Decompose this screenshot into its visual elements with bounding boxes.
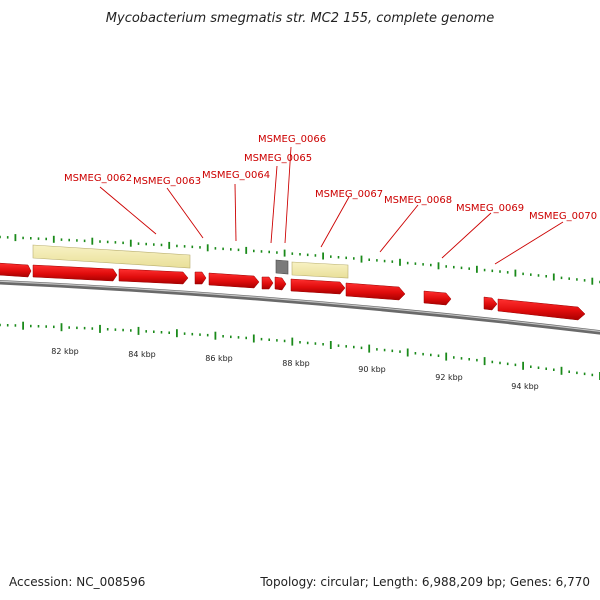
accession-text: Accession: NC_008596 (9, 575, 145, 589)
gene-arrow[interactable] (118, 268, 189, 285)
leader-line (234, 183, 237, 242)
gene-arrow[interactable] (261, 276, 274, 290)
gene-label-msmeg-0066[interactable]: MSMEG_0066 (258, 134, 326, 145)
leader-line (284, 146, 292, 244)
axis-label-94kbp: 94 kbp (511, 382, 539, 391)
gene-arrow[interactable] (194, 271, 207, 285)
gene-label-msmeg-0068[interactable]: MSMEG_0068 (384, 195, 452, 206)
leader-line (320, 196, 350, 248)
gene-arrow[interactable] (32, 264, 118, 282)
inner-tick-ring (0, 321, 600, 380)
gene-arrow[interactable] (208, 272, 260, 289)
grey-feature[interactable] (275, 259, 289, 275)
leader-line (99, 186, 157, 235)
gene-arrow[interactable] (274, 276, 287, 291)
axis-label-82kbp: 82 kbp (51, 347, 79, 356)
genome-backbone (0, 279, 600, 335)
genome-summary-text: Topology: circular; Length: 6,988,209 bp… (259, 575, 590, 589)
axis-label-90kbp: 90 kbp (358, 365, 386, 374)
leader-line (379, 204, 419, 253)
axis-label-84kbp: 84 kbp (128, 350, 156, 359)
gene-label-msmeg-0069[interactable]: MSMEG_0069 (456, 203, 524, 214)
gene-arrow[interactable] (290, 278, 346, 295)
gene-arrow[interactable] (345, 282, 406, 301)
genome-backbone-highlight (0, 280, 600, 333)
label-leaders (99, 146, 564, 265)
leader-line (441, 212, 492, 259)
gene-track (0, 262, 586, 321)
leader-line (166, 187, 204, 239)
leader-line (494, 221, 564, 265)
axis-label-92kbp: 92 kbp (435, 373, 463, 382)
axis-labels: 82 kbp 84 kbp 86 kbp 88 kbp 90 kbp 92 kb… (51, 347, 539, 391)
gene-label-msmeg-0070[interactable]: MSMEG_0070 (529, 211, 597, 222)
gene-arrow[interactable] (423, 290, 452, 306)
outer-tick-ring (0, 234, 600, 285)
axis-label-88kbp: 88 kbp (282, 359, 310, 368)
gene-labels: MSMEG_0062 MSMEG_0063 MSMEG_0064 MSMEG_0… (64, 134, 597, 222)
feature-bar-2[interactable] (291, 261, 349, 279)
gene-label-msmeg-0062[interactable]: MSMEG_0062 (64, 173, 132, 184)
leader-line (270, 165, 278, 244)
gene-label-msmeg-0067[interactable]: MSMEG_0067 (315, 189, 383, 200)
feature-bar-1[interactable] (32, 244, 191, 269)
gene-label-msmeg-0064[interactable]: MSMEG_0064 (202, 170, 270, 181)
gene-label-msmeg-0063[interactable]: MSMEG_0063 (133, 176, 201, 187)
gene-arrow[interactable] (483, 296, 498, 311)
gene-label-msmeg-0065[interactable]: MSMEG_0065 (244, 153, 312, 164)
axis-label-86kbp: 86 kbp (205, 354, 233, 363)
map-title: Mycobacterium smegmatis str. MC2 155, co… (106, 11, 494, 26)
gene-arrow[interactable] (497, 298, 586, 321)
gene-arrow[interactable] (0, 262, 32, 278)
